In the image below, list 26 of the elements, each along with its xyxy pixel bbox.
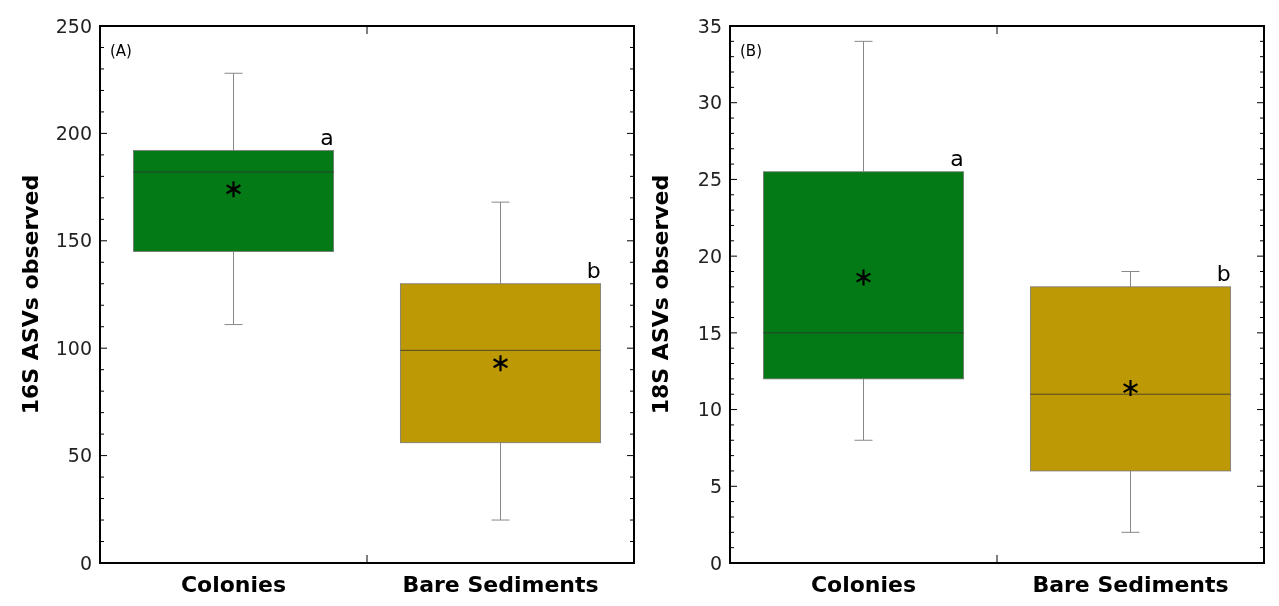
y-tick-label: 100	[55, 336, 92, 359]
y-tick-label: 0	[79, 551, 92, 574]
y-tick-label: 20	[697, 244, 722, 267]
annotation: (A)	[110, 42, 132, 60]
x-tick-label: Bare Sediments	[402, 572, 599, 597]
annotation: (B)	[740, 42, 762, 60]
y-tick-label: 50	[67, 444, 92, 467]
y-tick-label: 0	[709, 551, 722, 574]
y-axis-title: 18S ASVs observed	[648, 174, 673, 415]
y-axis-title: 16S ASVs observed	[18, 174, 43, 415]
y-tick-label: 150	[55, 229, 92, 252]
annotation: a	[320, 124, 334, 150]
annotation: a	[950, 145, 964, 171]
y-tick-label: 35	[697, 14, 722, 37]
y-tick-label: 200	[55, 122, 92, 145]
x-tick-label: Bare Sediments	[1032, 572, 1229, 597]
y-tick-label: 25	[697, 168, 722, 191]
x-tick-label: Colonies	[810, 572, 917, 597]
y-tick-label: 5	[709, 474, 722, 497]
y-tick-label: 30	[697, 91, 722, 114]
annotation: b	[1216, 260, 1231, 286]
y-tick-label: 250	[55, 14, 92, 37]
y-tick-label: 15	[697, 321, 722, 344]
x-tick-label: Colonies	[180, 572, 287, 597]
y-tick-label: 10	[697, 398, 722, 421]
annotation: b	[586, 257, 601, 283]
